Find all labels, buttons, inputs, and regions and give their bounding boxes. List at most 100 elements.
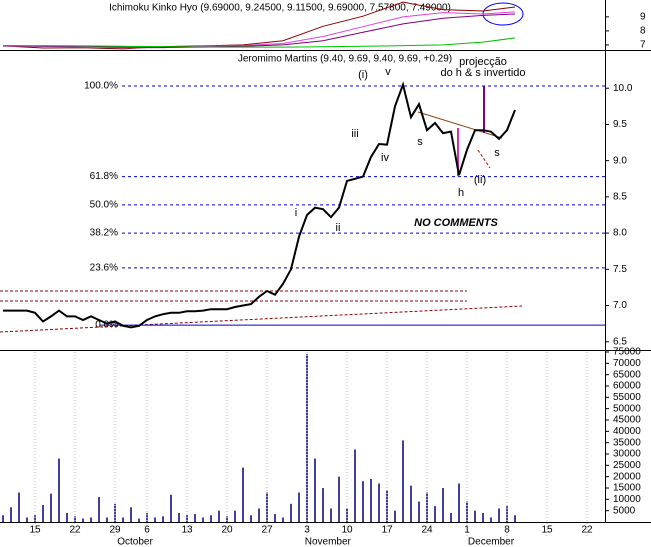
volume-bar [114,503,116,522]
fib-label: 23.6% [90,263,118,274]
volume-bar [306,354,308,522]
month-label: October [117,537,153,547]
annotation: iv [381,152,389,164]
y-tick-label: 65000 [613,369,641,380]
y-tick-label: 15000 [613,483,641,494]
volume-bar [218,510,220,522]
x-tick-label: 15 [29,525,41,536]
volume-bar [18,492,20,522]
pullback [477,149,491,169]
volume-bar [410,485,412,522]
fib-label: 0.0% [95,320,118,331]
volume-bar [282,517,284,522]
y-tick-label: 30000 [613,449,641,460]
month-label: December [468,537,515,547]
volume-bar [298,492,300,522]
volume-bar [202,517,204,522]
y-tick-label: 8.0 [613,228,627,239]
x-tick-label: 17 [381,525,393,536]
volume-bar [186,515,188,522]
line [3,11,516,49]
volume-bar [74,516,76,522]
annotation: do h & s invertido [441,67,526,79]
x-tick-label: 13 [181,525,193,536]
volume-bar [58,458,60,522]
volume-bar [378,483,380,522]
volume-bar [274,514,276,522]
chart-title: Ichimoku Kinko Hyo (9.69000, 9.24500, 9.… [109,3,451,14]
month-label: November [305,537,352,547]
line [2,1,516,50]
volume-bar [322,488,324,522]
volume-bar [498,508,500,522]
y-tick-label: 7 [640,40,646,51]
volume-bar [418,501,420,522]
y-tick-label: 9 [640,11,646,22]
annotation: ii [336,222,341,234]
volume-bar [50,493,52,522]
x-tick-label: 15 [541,525,553,536]
x-tick-label: 22 [581,525,593,536]
volume-bar [122,517,124,522]
annotation: h [458,187,464,199]
volume-bar [514,515,516,522]
volume-bar [90,517,92,522]
y-tick-label: 8 [640,26,646,37]
y-tick-label: 20000 [613,471,641,482]
volume-bar [442,488,444,522]
volume-bar [362,481,364,522]
fib-label: 100.0% [84,81,118,92]
fib-label: 38.2% [90,228,118,239]
volume-bar [170,494,172,522]
y-tick-label: 6.5 [613,336,627,347]
volume-bar [106,517,108,522]
annotation: v [385,66,391,78]
volume-bar [450,512,452,522]
volume-bar [290,503,292,522]
annotation: (i) [358,69,368,81]
y-tick-label: 10.0 [613,83,633,94]
line [3,81,516,329]
x-tick-label: 1 [464,525,470,536]
volume-bar [490,517,492,522]
volume-bar [34,515,36,522]
volume-bar [10,507,12,522]
volume-bar [210,515,212,522]
volume-bar [234,510,236,522]
volume-bar [138,518,140,522]
volume-bar [258,508,260,522]
y-tick-label: 9.0 [613,155,627,166]
volume-bar [194,514,196,522]
volume-bar [474,510,476,522]
volume-bar [242,467,244,522]
volume-bar [354,449,356,522]
volume-bar [98,497,100,522]
x-tick-label: 20 [221,525,233,536]
x-tick-label: 22 [69,525,81,536]
volume-bar [458,483,460,522]
volume-bar [162,516,164,522]
y-tick-label: 50000 [613,403,641,414]
annotation: i [295,207,297,219]
annotation: iii [351,128,358,140]
annotation: (ii) [474,174,486,186]
volume-bar [42,505,44,522]
chart-title: Jeromimo Martins (9.40, 9.69, 9.40, 9.69… [238,54,452,65]
y-tick-label: 60000 [613,381,641,392]
x-tick-label: 29 [109,525,121,536]
volume-bar [154,517,156,522]
annotation: NO COMMENTS [414,217,498,229]
y-tick-label: 7.5 [613,264,627,275]
x-tick-label: 8 [504,525,510,536]
y-tick-label: 35000 [613,437,641,448]
fib-label: 50.0% [90,199,118,210]
trend-line [0,305,523,333]
annotation: s [494,147,500,159]
annotation: projecção [459,56,507,68]
annotation: s [417,136,423,148]
volume-bar [250,515,252,522]
x-tick-label: 27 [261,525,273,536]
y-tick-label: 8.5 [613,192,627,203]
line [3,37,516,48]
